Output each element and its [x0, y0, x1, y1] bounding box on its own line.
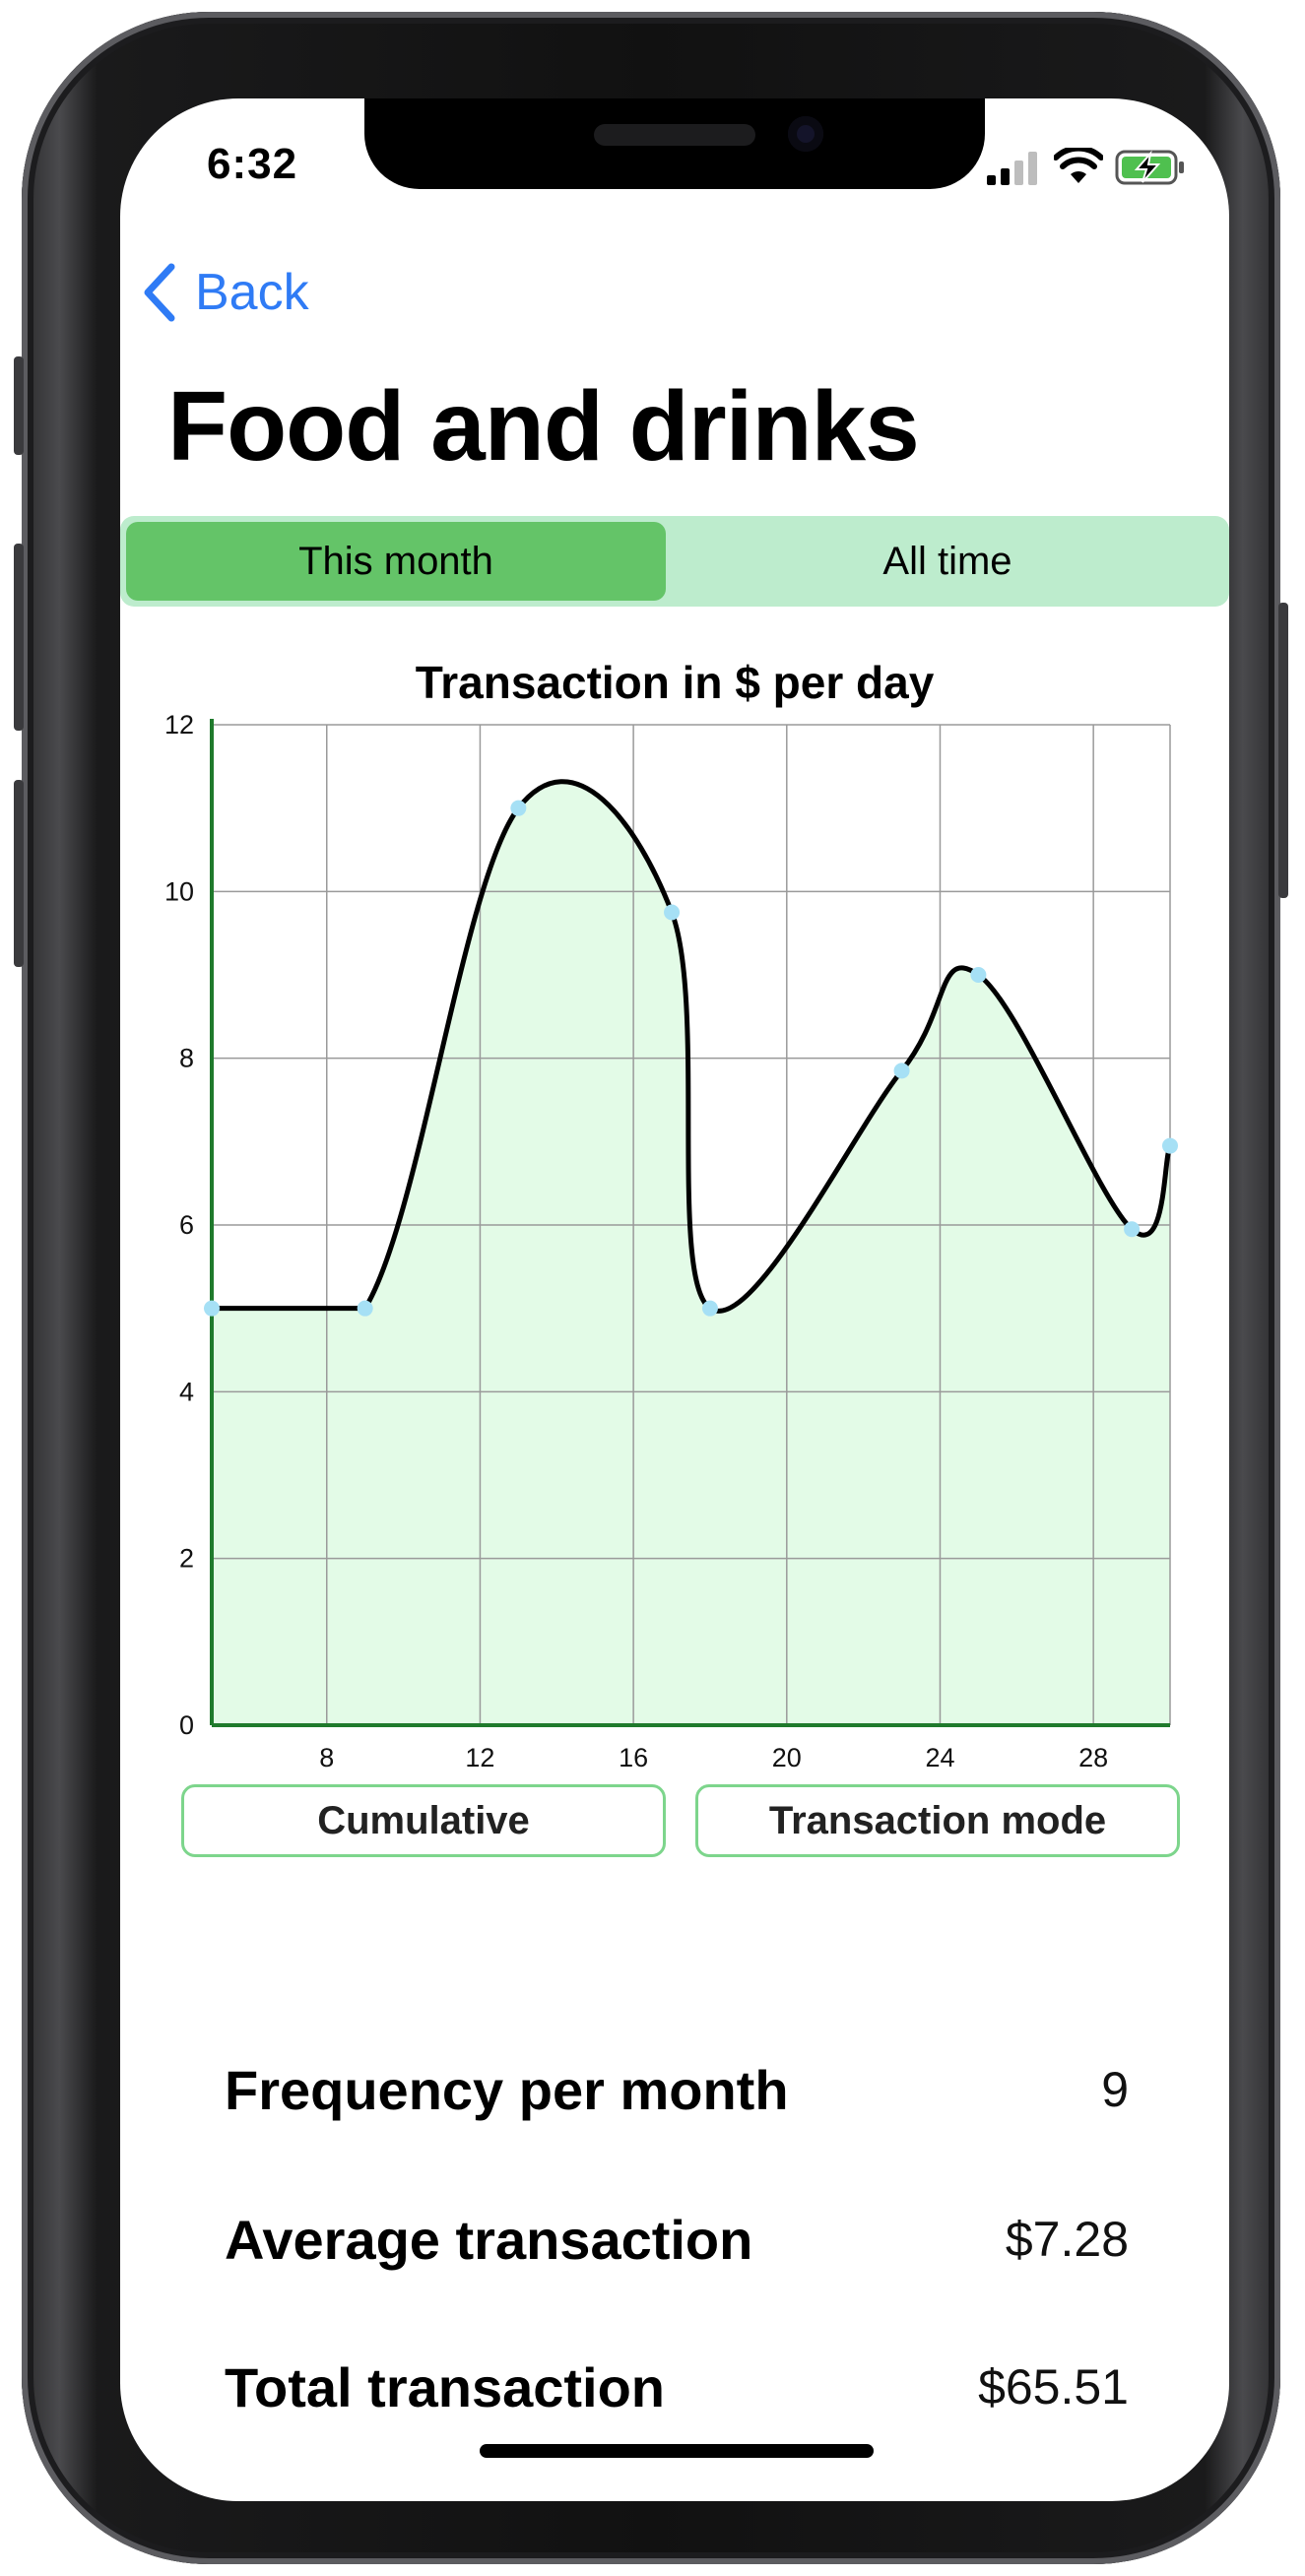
volume-up-button: [14, 544, 24, 731]
status-time: 6:32: [207, 140, 298, 188]
period-segmented-control: This month All time: [120, 516, 1229, 607]
silent-switch: [14, 356, 24, 455]
x-tick-label: 16: [619, 1743, 648, 1772]
x-tick-label: 20: [772, 1743, 802, 1772]
x-tick-label: 24: [925, 1743, 954, 1772]
segment-this-month[interactable]: This month: [126, 522, 666, 601]
volume-down-button: [14, 780, 24, 967]
data-point: [701, 1300, 718, 1317]
stat-row-average: Average transaction $7.28: [225, 2200, 1129, 2279]
screen: 6:32 Back Food and drinks This month: [120, 98, 1229, 2501]
stat-label: Total transaction: [225, 2355, 666, 2418]
y-tick-label: 4: [179, 1377, 194, 1406]
y-tick-label: 6: [179, 1210, 194, 1240]
stat-label: Average transaction: [225, 2208, 753, 2271]
stat-value: 9: [1101, 2062, 1129, 2117]
y-tick-label: 8: [179, 1044, 194, 1073]
speaker-grille: [594, 124, 755, 146]
series-line: [212, 779, 1173, 1314]
x-tick-label: 28: [1078, 1743, 1108, 1772]
stat-row-frequency: Frequency per month 9: [225, 2050, 1129, 2129]
cumulative-button[interactable]: Cumulative: [181, 1784, 666, 1857]
page-title: Food and drinks: [167, 371, 920, 482]
chevron-left-icon: [144, 263, 175, 322]
y-tick-label: 10: [164, 876, 194, 906]
data-point: [510, 800, 527, 816]
transaction-mode-button[interactable]: Transaction mode: [695, 1784, 1180, 1857]
home-indicator: [480, 2444, 874, 2458]
back-button[interactable]: Back: [142, 258, 309, 327]
y-tick-label: 2: [179, 1544, 194, 1574]
y-tick-label: 0: [179, 1710, 194, 1740]
stat-row-total: Total transaction $65.51: [225, 2348, 1129, 2426]
front-camera: [788, 116, 823, 152]
data-point: [664, 904, 681, 921]
data-point: [204, 1300, 220, 1317]
data-point: [893, 1063, 910, 1079]
x-tick-label: 8: [319, 1743, 334, 1772]
stat-value: $65.51: [978, 2359, 1129, 2415]
y-tick-label: 12: [164, 710, 194, 740]
stat-label: Frequency per month: [225, 2058, 789, 2121]
data-point: [1124, 1221, 1141, 1238]
cellular-signal-icon: [987, 152, 1037, 185]
stat-value: $7.28: [1005, 2212, 1129, 2267]
wifi-icon: [1054, 148, 1103, 183]
battery-charging-icon: [1115, 150, 1184, 185]
data-point: [970, 967, 987, 983]
segment-all-time[interactable]: All time: [882, 539, 1012, 583]
phone-frame: 6:32 Back Food and drinks This month: [14, 12, 1288, 2564]
power-button: [1278, 603, 1288, 898]
data-point: [1162, 1137, 1178, 1154]
x-tick-label: 12: [465, 1743, 494, 1772]
back-label: Back: [195, 264, 309, 321]
notch: [364, 98, 985, 189]
data-point: [357, 1300, 373, 1317]
chart-title: Transaction in $ per day: [415, 657, 935, 708]
